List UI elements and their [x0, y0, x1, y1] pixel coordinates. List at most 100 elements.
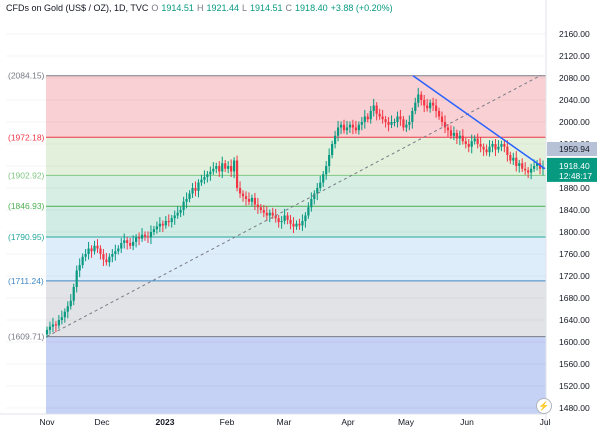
candle-body — [215, 166, 218, 169]
candle-body — [381, 116, 384, 120]
candle-body — [357, 124, 360, 131]
candle-body — [414, 102, 417, 111]
candle-body — [503, 144, 506, 147]
x-tick-label: Feb — [220, 417, 235, 427]
high-label: H — [196, 3, 204, 13]
candle-body — [333, 135, 337, 144]
candle-body — [212, 168, 215, 172]
y-tick-label: 1520.00 — [559, 381, 590, 391]
candle-body — [63, 311, 66, 318]
fib-level-label: (1711.24) — [8, 276, 44, 286]
candle-body — [443, 122, 447, 128]
candle-body — [467, 144, 470, 147]
candle-body — [149, 232, 153, 238]
candle-body — [66, 306, 69, 312]
candle-body — [224, 163, 227, 169]
candle-body — [78, 265, 81, 271]
candle-body — [506, 146, 509, 155]
x-tick-label: Jun — [460, 417, 474, 427]
candle-body — [411, 111, 414, 122]
candle-body — [408, 122, 411, 125]
candle-body — [218, 166, 221, 172]
candle-body — [102, 254, 105, 260]
y-tick-label: 1760.00 — [559, 249, 590, 259]
y-tick-label: 1800.00 — [559, 227, 590, 237]
candle-body — [515, 157, 518, 166]
chart-header: CFDs on Gold (US$ / OZ), 1D, TVC O 1914.5… — [6, 3, 393, 17]
candle-body — [84, 254, 87, 257]
candle-body — [81, 256, 84, 265]
candle-body — [509, 155, 512, 161]
candle-body — [259, 207, 262, 210]
candle-body — [351, 124, 355, 128]
candle-body — [530, 168, 533, 173]
candle-body — [331, 144, 334, 155]
candle-body — [114, 251, 117, 254]
candle-body — [75, 270, 78, 287]
open-value: 1914.51 — [161, 3, 194, 13]
candle-body — [280, 221, 283, 223]
candle-body — [227, 166, 230, 169]
fib-level-label: (1790.95) — [8, 232, 45, 242]
candle-body — [396, 116, 399, 122]
candle-body — [434, 105, 438, 111]
candle-body — [176, 212, 179, 216]
y-tick-label: 1840.00 — [559, 205, 590, 215]
candle-body — [494, 144, 497, 150]
candle-body — [274, 215, 277, 219]
candle-body — [90, 248, 93, 252]
candle-body — [164, 221, 167, 226]
candle-body — [405, 124, 408, 128]
candle-body — [348, 124, 352, 128]
candle-body — [117, 248, 120, 252]
y-tick-label: 2160.00 — [559, 29, 590, 39]
candle-body — [426, 105, 429, 109]
candle-body — [200, 179, 203, 183]
candle-body — [256, 204, 259, 208]
y-tick-label: 1600.00 — [559, 337, 590, 347]
tradingview-logo-icon[interactable]: ⚡ — [536, 398, 552, 414]
candle-body — [244, 196, 248, 199]
candle-body — [143, 234, 147, 237]
fib-zone — [46, 75, 546, 138]
candle-body — [250, 197, 254, 202]
candle-body — [209, 171, 212, 175]
candle-body — [152, 229, 156, 232]
candle-body — [230, 166, 233, 172]
candle-body — [372, 105, 375, 111]
fib-level-label: (1902.92) — [8, 170, 45, 180]
low-label: L — [241, 3, 247, 13]
high-value: 1921.44 — [206, 3, 239, 13]
candle-body — [476, 138, 479, 144]
y-tick-label: 1640.00 — [559, 315, 590, 325]
candle-body — [69, 300, 72, 307]
candle-body — [535, 163, 539, 166]
candle-body — [488, 146, 491, 153]
candle-body — [194, 188, 197, 191]
candle-body — [173, 215, 176, 219]
current-price-label: 1918.40 — [559, 161, 590, 171]
candle-body — [167, 221, 170, 223]
candle-body — [262, 210, 265, 213]
candle-body — [423, 100, 426, 106]
candle-body — [485, 149, 488, 153]
fib-level-label: (1609.71) — [8, 332, 45, 342]
candle-body — [93, 245, 96, 252]
candle-body — [271, 212, 274, 216]
y-tick-label: 2000.00 — [559, 117, 590, 127]
fib-level-label: (1972.18) — [8, 132, 45, 142]
candle-body — [111, 254, 114, 257]
y-tick-label: 1880.00 — [559, 183, 590, 193]
candle-body — [532, 166, 536, 169]
candle-body — [470, 141, 473, 147]
candle-body — [247, 199, 251, 202]
x-tick-label: Mar — [277, 417, 292, 427]
trendline — [412, 75, 546, 170]
candle-body — [461, 135, 464, 142]
candle-body — [325, 166, 328, 175]
change-value: +3.88 (+0.20%) — [330, 3, 393, 13]
y-tick-label: 2040.00 — [559, 95, 590, 105]
candle-body — [135, 237, 138, 242]
close-value: 1918.40 — [295, 3, 328, 13]
